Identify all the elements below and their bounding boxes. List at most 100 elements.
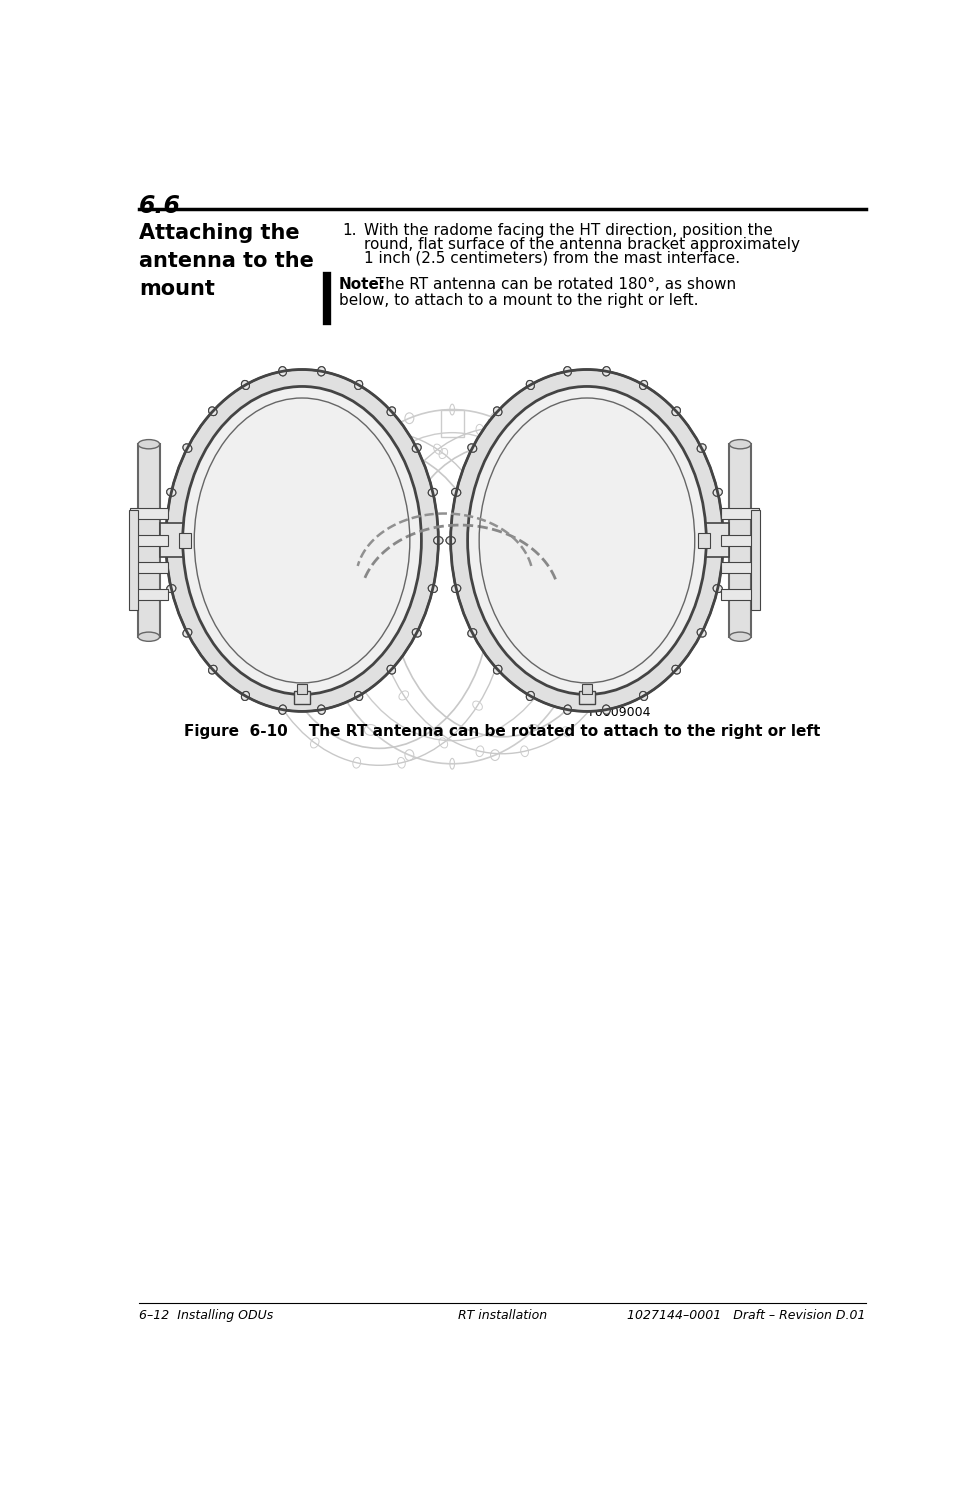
Bar xyxy=(128,510,138,610)
Ellipse shape xyxy=(494,665,502,674)
Ellipse shape xyxy=(318,705,325,714)
Ellipse shape xyxy=(355,381,363,390)
Ellipse shape xyxy=(138,632,160,641)
Text: T0009004: T0009004 xyxy=(587,705,651,719)
Bar xyxy=(138,445,160,637)
Ellipse shape xyxy=(603,705,611,714)
Ellipse shape xyxy=(467,629,476,637)
Ellipse shape xyxy=(413,629,421,637)
Ellipse shape xyxy=(428,488,437,496)
Ellipse shape xyxy=(387,406,396,415)
Ellipse shape xyxy=(640,692,648,701)
Bar xyxy=(129,536,169,546)
Ellipse shape xyxy=(494,406,502,415)
Ellipse shape xyxy=(713,488,722,496)
Ellipse shape xyxy=(564,366,571,376)
Text: 6–12  Installing ODUs: 6–12 Installing ODUs xyxy=(139,1309,273,1321)
Ellipse shape xyxy=(452,488,461,496)
Ellipse shape xyxy=(167,585,175,592)
Ellipse shape xyxy=(452,488,461,496)
Ellipse shape xyxy=(603,366,611,376)
Ellipse shape xyxy=(413,629,421,637)
Ellipse shape xyxy=(278,705,286,714)
Ellipse shape xyxy=(387,406,396,415)
Text: 1.: 1. xyxy=(342,223,357,238)
Bar xyxy=(721,536,760,546)
Ellipse shape xyxy=(718,537,728,545)
Ellipse shape xyxy=(640,381,648,390)
Ellipse shape xyxy=(451,369,723,711)
Ellipse shape xyxy=(526,692,534,701)
Ellipse shape xyxy=(278,366,286,376)
Bar xyxy=(721,507,760,519)
Ellipse shape xyxy=(138,439,160,449)
Text: round, flat surface of the antenna bracket approximately: round, flat surface of the antenna brack… xyxy=(364,237,800,251)
Bar xyxy=(488,418,516,448)
Ellipse shape xyxy=(278,366,286,376)
Ellipse shape xyxy=(183,443,192,452)
Ellipse shape xyxy=(467,443,476,452)
Bar xyxy=(487,582,509,615)
Ellipse shape xyxy=(166,369,438,711)
Text: Attaching the
antenna to the
mount: Attaching the antenna to the mount xyxy=(139,223,314,299)
Ellipse shape xyxy=(640,692,648,701)
Ellipse shape xyxy=(167,488,175,496)
Ellipse shape xyxy=(413,443,421,452)
Ellipse shape xyxy=(446,537,456,545)
Bar xyxy=(703,522,729,558)
Ellipse shape xyxy=(428,585,437,592)
Ellipse shape xyxy=(209,406,217,415)
Bar xyxy=(129,507,169,519)
Text: 6.6: 6.6 xyxy=(139,193,181,217)
Ellipse shape xyxy=(209,665,217,674)
Ellipse shape xyxy=(413,443,421,452)
Ellipse shape xyxy=(241,692,250,701)
Ellipse shape xyxy=(182,387,421,695)
Ellipse shape xyxy=(434,537,443,545)
Ellipse shape xyxy=(209,406,217,415)
Ellipse shape xyxy=(241,381,250,390)
Ellipse shape xyxy=(729,632,751,641)
Ellipse shape xyxy=(161,537,171,545)
Ellipse shape xyxy=(672,406,680,415)
Ellipse shape xyxy=(564,705,571,714)
Bar xyxy=(751,510,760,610)
Ellipse shape xyxy=(355,381,363,390)
Ellipse shape xyxy=(526,381,534,390)
Ellipse shape xyxy=(564,366,571,376)
Text: With the radome facing the HT direction, position the: With the radome facing the HT direction,… xyxy=(364,223,772,238)
Ellipse shape xyxy=(183,629,192,637)
Ellipse shape xyxy=(278,705,286,714)
Bar xyxy=(179,533,191,548)
Ellipse shape xyxy=(672,665,680,674)
Bar xyxy=(441,409,464,436)
Ellipse shape xyxy=(241,692,250,701)
Bar xyxy=(298,684,307,693)
Ellipse shape xyxy=(467,443,476,452)
Ellipse shape xyxy=(494,665,502,674)
Ellipse shape xyxy=(729,439,751,449)
Ellipse shape xyxy=(697,629,706,637)
Ellipse shape xyxy=(241,381,250,390)
Ellipse shape xyxy=(428,585,437,592)
Ellipse shape xyxy=(161,537,171,545)
Ellipse shape xyxy=(446,537,456,545)
Ellipse shape xyxy=(672,406,680,415)
Ellipse shape xyxy=(713,488,722,496)
Text: Figure  6-10    The RT antenna can be rotated to attach to the right or left: Figure 6-10 The RT antenna can be rotate… xyxy=(184,723,820,738)
Ellipse shape xyxy=(428,488,437,496)
Ellipse shape xyxy=(640,381,648,390)
Ellipse shape xyxy=(713,585,722,592)
Ellipse shape xyxy=(318,366,325,376)
Ellipse shape xyxy=(672,665,680,674)
Text: 1 inch (2.5 centimeters) from the mast interface.: 1 inch (2.5 centimeters) from the mast i… xyxy=(364,251,740,266)
Bar xyxy=(294,690,310,704)
Ellipse shape xyxy=(318,366,325,376)
Bar xyxy=(721,589,760,600)
Bar xyxy=(729,445,751,637)
Ellipse shape xyxy=(603,705,611,714)
Ellipse shape xyxy=(209,665,217,674)
Bar xyxy=(698,533,710,548)
Ellipse shape xyxy=(183,443,192,452)
Text: 1027144–0001   Draft – Revision D.01: 1027144–0001 Draft – Revision D.01 xyxy=(627,1309,865,1321)
